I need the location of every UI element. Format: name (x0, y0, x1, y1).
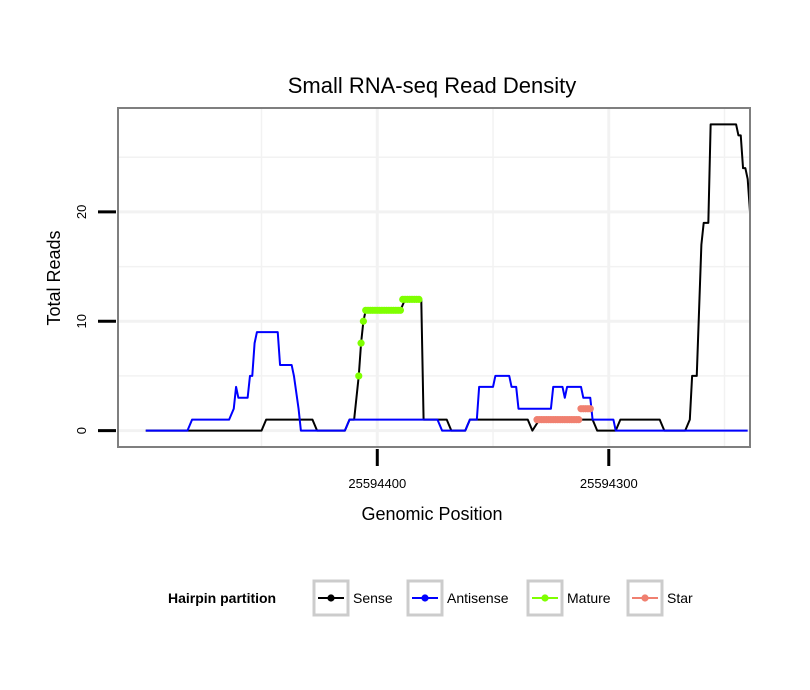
legend-label: Sense (353, 590, 393, 606)
gridlines (118, 108, 750, 447)
legend: Hairpin partition Sense Antisense Mature St… (168, 579, 693, 617)
legend-item-star: Star (626, 579, 693, 617)
y-tick-label: 10 (74, 314, 89, 328)
legend-key-point (541, 594, 549, 602)
legend-label: Star (667, 590, 693, 606)
series-sense (145, 123, 751, 432)
series-line-antisense (145, 331, 748, 432)
y-tick-label: 0 (74, 427, 89, 434)
legend-item-antisense: Antisense (406, 579, 509, 617)
series-antisense (145, 331, 748, 432)
legend-key-point (327, 594, 335, 602)
data-point-mature (355, 372, 363, 380)
legend-item-sense: Sense (312, 579, 393, 617)
legend-key-point (421, 594, 429, 602)
legend-item-mature: Mature (526, 579, 611, 617)
y-axis: 0 10 20 (74, 205, 116, 434)
x-tick-label: 25594300 (580, 476, 638, 491)
x-axis-title: Genomic Position (361, 504, 502, 524)
x-tick-label: 25594400 (348, 476, 406, 491)
panel-border (117, 107, 751, 448)
x-axis: 25594400 25594300 (348, 449, 638, 491)
data-point-star (586, 405, 594, 413)
series-line-sense (145, 123, 751, 432)
series-star (533, 405, 594, 424)
data-point-mature (396, 306, 405, 314)
data-point-mature (357, 339, 365, 347)
plot-panel (117, 107, 751, 448)
legend-label: Mature (567, 590, 611, 606)
y-tick-label: 20 (74, 205, 89, 219)
data-point-mature (415, 295, 423, 303)
legend-title: Hairpin partition (168, 590, 276, 606)
y-axis-title: Total Reads (44, 230, 64, 325)
data-point-star (575, 416, 583, 424)
data-point-mature (359, 317, 367, 325)
legend-label: Antisense (447, 590, 509, 606)
series-layer (145, 123, 751, 432)
chart-title: Small RNA-seq Read Density (288, 73, 577, 98)
legend-key-point (641, 594, 649, 602)
series-mature (355, 295, 423, 380)
